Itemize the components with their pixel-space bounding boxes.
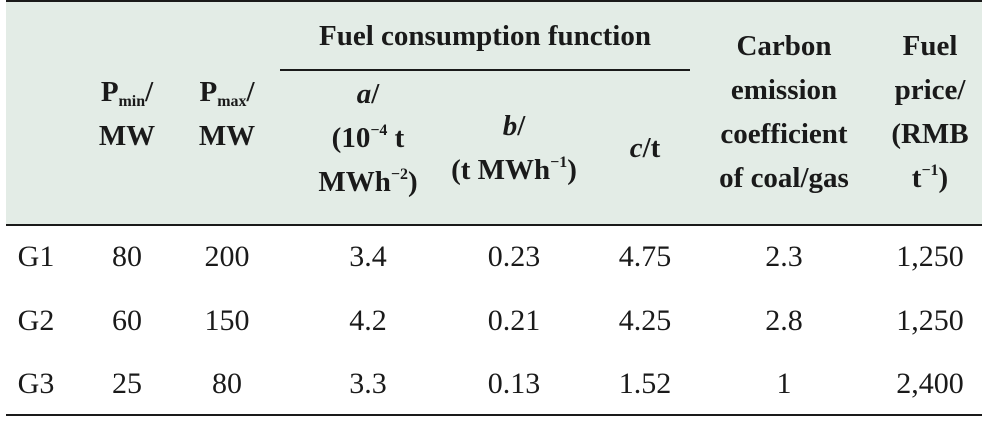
table-header — [6, 0, 982, 224]
cell-pmax: 80 — [212, 367, 242, 400]
cell-fuel-price: 1,250 — [896, 240, 964, 273]
cell-carbon: 2.3 — [765, 240, 803, 273]
bottom-rule — [6, 414, 982, 416]
cell-carbon: 2.8 — [765, 304, 803, 337]
cell-a: 3.3 — [349, 367, 387, 400]
cell-carbon: 1 — [776, 367, 792, 400]
cell-c: 1.52 — [618, 367, 672, 400]
cell-pmin: 60 — [112, 304, 142, 337]
cell-unit: G3 — [17, 367, 55, 400]
cell-pmax: 200 — [204, 240, 250, 273]
header-pmin: Pmin/ MW — [98, 76, 156, 152]
fuel-group-rule — [280, 69, 690, 71]
cell-pmin: 25 — [112, 367, 142, 400]
header-fuel-price: Fuel price/ (RMB t−1) — [891, 30, 969, 194]
top-rule — [6, 0, 982, 2]
header-rule — [6, 224, 982, 226]
cell-pmax: 150 — [204, 304, 250, 337]
cell-a: 4.2 — [349, 304, 387, 337]
cell-b: 0.23 — [487, 240, 541, 273]
header-coef-a: a/ (10−4 t MWh−2) — [318, 78, 418, 198]
cell-unit: G1 — [17, 240, 55, 273]
cell-fuel-price: 2,400 — [896, 367, 964, 400]
cell-c: 4.25 — [618, 304, 672, 337]
cell-c: 4.75 — [618, 240, 672, 273]
cell-b: 0.13 — [487, 367, 541, 400]
header-carbon-emission: Carbon emission coefficient of coal/gas — [719, 30, 849, 194]
header-pmax: Pmax/ MW — [198, 76, 256, 152]
cell-fuel-price: 1,250 — [896, 304, 964, 337]
cell-unit: G2 — [17, 304, 55, 337]
parameter-table: Pmin/ MW Pmax/ MW Fuel consumption funct… — [6, 0, 982, 420]
cell-pmin: 80 — [112, 240, 142, 273]
header-coef-c: c/t — [629, 132, 661, 164]
header-coef-b: b/ (t MWh−1) — [451, 110, 577, 186]
cell-b: 0.21 — [487, 304, 541, 337]
cell-a: 3.4 — [349, 240, 387, 273]
header-fuel-consumption: Fuel consumption function — [319, 20, 651, 52]
